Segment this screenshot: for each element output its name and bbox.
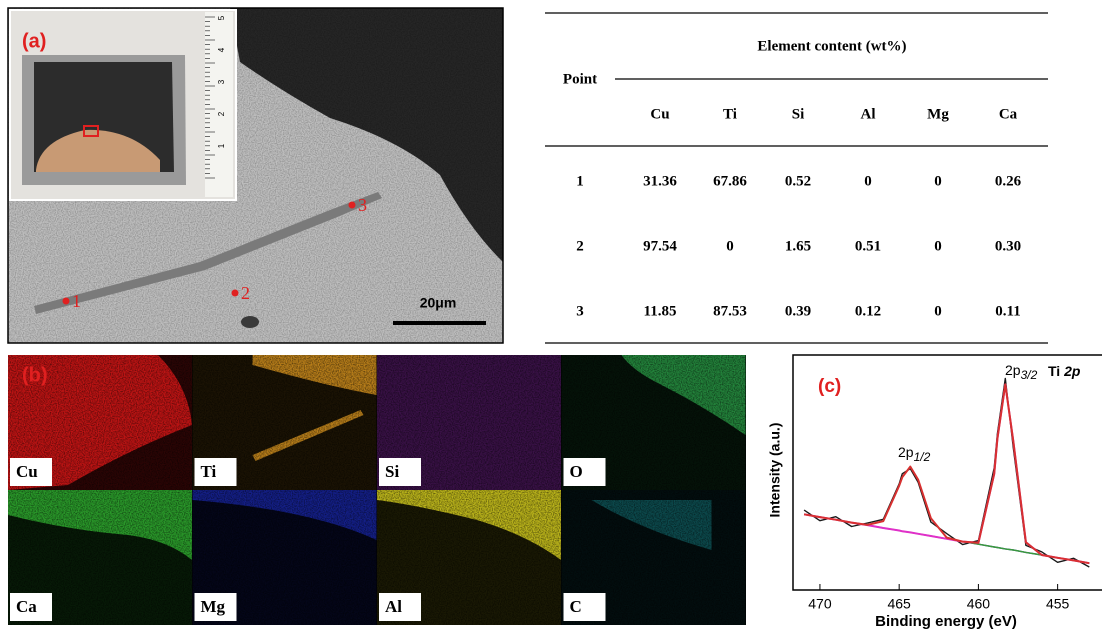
- table-cell: 3: [576, 303, 584, 319]
- point-marker: [232, 290, 239, 297]
- map-label: Ti: [201, 462, 217, 481]
- map-label: Si: [385, 462, 399, 481]
- peak-label: 2p1/2: [898, 444, 931, 464]
- spectrum-line: [804, 467, 1089, 564]
- element-map: Ti: [193, 355, 377, 490]
- peak-label-main: 2p: [1005, 362, 1021, 378]
- element-map: O: [562, 355, 746, 490]
- table-cell: 0.30: [995, 238, 1021, 254]
- ruler-label: 4: [217, 47, 226, 52]
- panel-label: (a): [22, 30, 46, 52]
- panel-label: (b): [22, 364, 48, 386]
- table-cell: 0.26: [995, 173, 1022, 189]
- ruler-label: 3: [217, 79, 226, 84]
- column-header: Cu: [650, 106, 669, 122]
- table-header: Point: [563, 71, 597, 87]
- table-cell: 11.85: [644, 303, 677, 319]
- peak-label-sub: 3/2: [1021, 368, 1038, 382]
- table-cell: 1: [576, 173, 584, 189]
- ruler-label: 1: [217, 143, 226, 148]
- column-header: Mg: [927, 106, 949, 122]
- table-cell: 97.54: [643, 238, 677, 254]
- map-label: Al: [385, 597, 402, 616]
- x-tick-label: 455: [1046, 596, 1070, 612]
- element-map: C: [562, 490, 746, 625]
- table-cell: 0.12: [855, 303, 881, 319]
- x-axis-label: Binding energy (eV): [875, 613, 1017, 630]
- x-tick-label: 470: [808, 596, 832, 612]
- point-label: 3: [358, 195, 367, 215]
- element-map: Mg: [193, 490, 377, 625]
- table-cell: 0.51: [855, 238, 881, 254]
- column-header: Ti: [723, 106, 737, 122]
- page: {"panel_a":{"label":"(a)","scale_bar":"2…: [0, 0, 1102, 630]
- ruler-label: 5: [217, 15, 226, 20]
- scale-bar-label: 20μm: [420, 295, 457, 311]
- column-header: Ca: [999, 106, 1018, 122]
- point-marker: [349, 202, 356, 209]
- table-cell: 0: [934, 173, 942, 189]
- map-label: Cu: [16, 462, 38, 481]
- peak-label: Ti 2p: [1048, 363, 1081, 379]
- peak-label-main: 2p: [898, 444, 914, 460]
- table-cell: 0.52: [785, 173, 811, 189]
- map-label: Mg: [201, 597, 226, 616]
- table-cell: 0: [934, 238, 942, 254]
- map-label: C: [570, 597, 582, 616]
- spectrum-line: [804, 384, 1089, 563]
- table-cell: 87.53: [713, 303, 747, 319]
- map-label: O: [570, 462, 583, 481]
- element-map: Al: [377, 490, 561, 625]
- table-cell: 31.36: [643, 173, 677, 189]
- table-header: Element content (wt%): [757, 38, 906, 54]
- point-marker: [63, 298, 70, 305]
- column-header: Al: [861, 106, 876, 122]
- peak-label: 2p3/2: [1005, 362, 1038, 382]
- table-cell: 0.39: [785, 303, 811, 319]
- table-cell: 0: [726, 238, 734, 254]
- y-axis-label: Intensity (a.u.): [767, 423, 783, 518]
- point-label: 1: [72, 291, 81, 311]
- peak-label-italic: 2p: [1063, 363, 1081, 379]
- point-label: 2: [241, 283, 250, 303]
- panel-label: (c): [818, 376, 841, 397]
- table-cell: 0: [934, 303, 942, 319]
- element-map: Ca: [8, 490, 192, 625]
- peak-label-sub: 1/2: [914, 450, 931, 464]
- table-cell: 2: [576, 238, 584, 254]
- table-cell: 67.86: [713, 173, 747, 189]
- peak-label-main: Ti: [1048, 363, 1064, 379]
- element-map: Si: [377, 355, 561, 490]
- map-label: Ca: [16, 597, 37, 616]
- x-tick-label: 460: [967, 596, 991, 612]
- table-cell: 1.65: [785, 238, 811, 254]
- figure: 1 2 3 4 5 (a) 20μm 1 2 3 Point Element content …: [0, 0, 1102, 630]
- column-header: Si: [792, 106, 805, 122]
- ruler-label: 2: [217, 111, 226, 116]
- x-tick-label: 465: [887, 596, 911, 612]
- table-cell: 0: [864, 173, 872, 189]
- table-cell: 0.11: [995, 303, 1020, 319]
